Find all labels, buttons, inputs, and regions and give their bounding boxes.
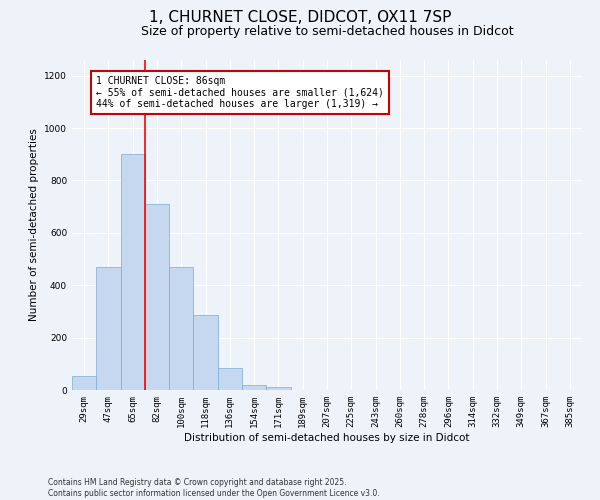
Bar bbox=[121, 154, 145, 390]
Text: 1 CHURNET CLOSE: 86sqm
← 55% of semi-detached houses are smaller (1,624)
44% of : 1 CHURNET CLOSE: 86sqm ← 55% of semi-det… bbox=[96, 76, 384, 109]
Bar bbox=[193, 316, 218, 390]
X-axis label: Distribution of semi-detached houses by size in Didcot: Distribution of semi-detached houses by … bbox=[184, 432, 470, 442]
Bar bbox=[145, 204, 169, 390]
Bar bbox=[169, 267, 193, 390]
Bar bbox=[242, 385, 266, 390]
Title: Size of property relative to semi-detached houses in Didcot: Size of property relative to semi-detach… bbox=[140, 25, 514, 38]
Bar bbox=[96, 267, 121, 390]
Bar bbox=[72, 376, 96, 390]
Bar bbox=[266, 388, 290, 390]
Text: Contains HM Land Registry data © Crown copyright and database right 2025.
Contai: Contains HM Land Registry data © Crown c… bbox=[48, 478, 380, 498]
Y-axis label: Number of semi-detached properties: Number of semi-detached properties bbox=[29, 128, 38, 322]
Text: 1, CHURNET CLOSE, DIDCOT, OX11 7SP: 1, CHURNET CLOSE, DIDCOT, OX11 7SP bbox=[149, 10, 451, 25]
Bar bbox=[218, 368, 242, 390]
